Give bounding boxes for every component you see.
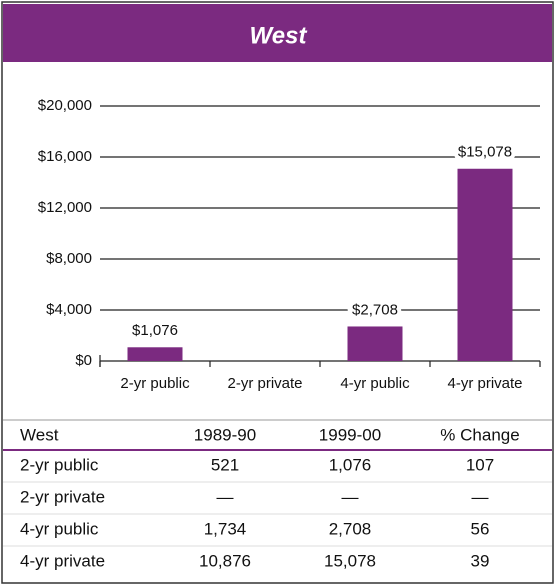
- table-cell: —: [217, 487, 234, 506]
- y-tick-label: $20,000: [38, 97, 92, 114]
- y-tick-label: $16,000: [38, 148, 92, 165]
- table-header-cell: West: [20, 425, 59, 444]
- x-tick-label: 4-yr private: [447, 375, 522, 392]
- table-cell: 107: [466, 455, 494, 474]
- table-cell: —: [342, 487, 359, 506]
- bar: [347, 326, 403, 361]
- table-cell: 56: [471, 519, 490, 538]
- header-bar: [3, 4, 552, 62]
- x-tick-label: 4-yr public: [340, 375, 410, 392]
- table-cell: 10,876: [199, 551, 251, 570]
- table-cell: 2-yr private: [20, 487, 105, 506]
- x-tick-label: 2-yr private: [227, 375, 302, 392]
- table-header-cell: 1989-90: [194, 425, 256, 444]
- table-cell: —: [472, 487, 489, 506]
- x-tick-label: 2-yr public: [120, 375, 190, 392]
- value-label: $15,078: [458, 144, 512, 161]
- chart-title: West: [250, 22, 308, 49]
- bar: [457, 168, 513, 361]
- table-cell: 2,708: [329, 519, 372, 538]
- table-cell: 1,076: [329, 455, 372, 474]
- y-tick-label: $12,000: [38, 199, 92, 216]
- bar: [127, 347, 183, 361]
- y-tick-label: $0: [75, 352, 92, 369]
- table-cell: 4-yr public: [20, 519, 99, 538]
- value-label: $2,708: [352, 301, 398, 318]
- table-header-cell: 1999-00: [319, 425, 381, 444]
- table-header-cell: % Change: [440, 425, 519, 444]
- table-cell: 4-yr private: [20, 551, 105, 570]
- y-tick-label: $4,000: [46, 301, 92, 318]
- table-cell: 15,078: [324, 551, 376, 570]
- table-cell: 1,734: [204, 519, 247, 538]
- value-label: $1,076: [132, 322, 178, 339]
- table-cell: 2-yr public: [20, 455, 99, 474]
- y-tick-label: $8,000: [46, 250, 92, 267]
- table-cell: 39: [471, 551, 490, 570]
- table-cell: 521: [211, 455, 239, 474]
